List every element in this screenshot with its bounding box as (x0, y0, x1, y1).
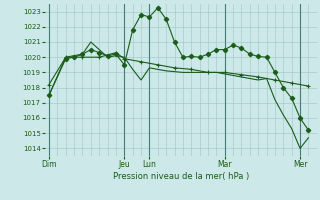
X-axis label: Pression niveau de la mer( hPa ): Pression niveau de la mer( hPa ) (113, 172, 249, 181)
